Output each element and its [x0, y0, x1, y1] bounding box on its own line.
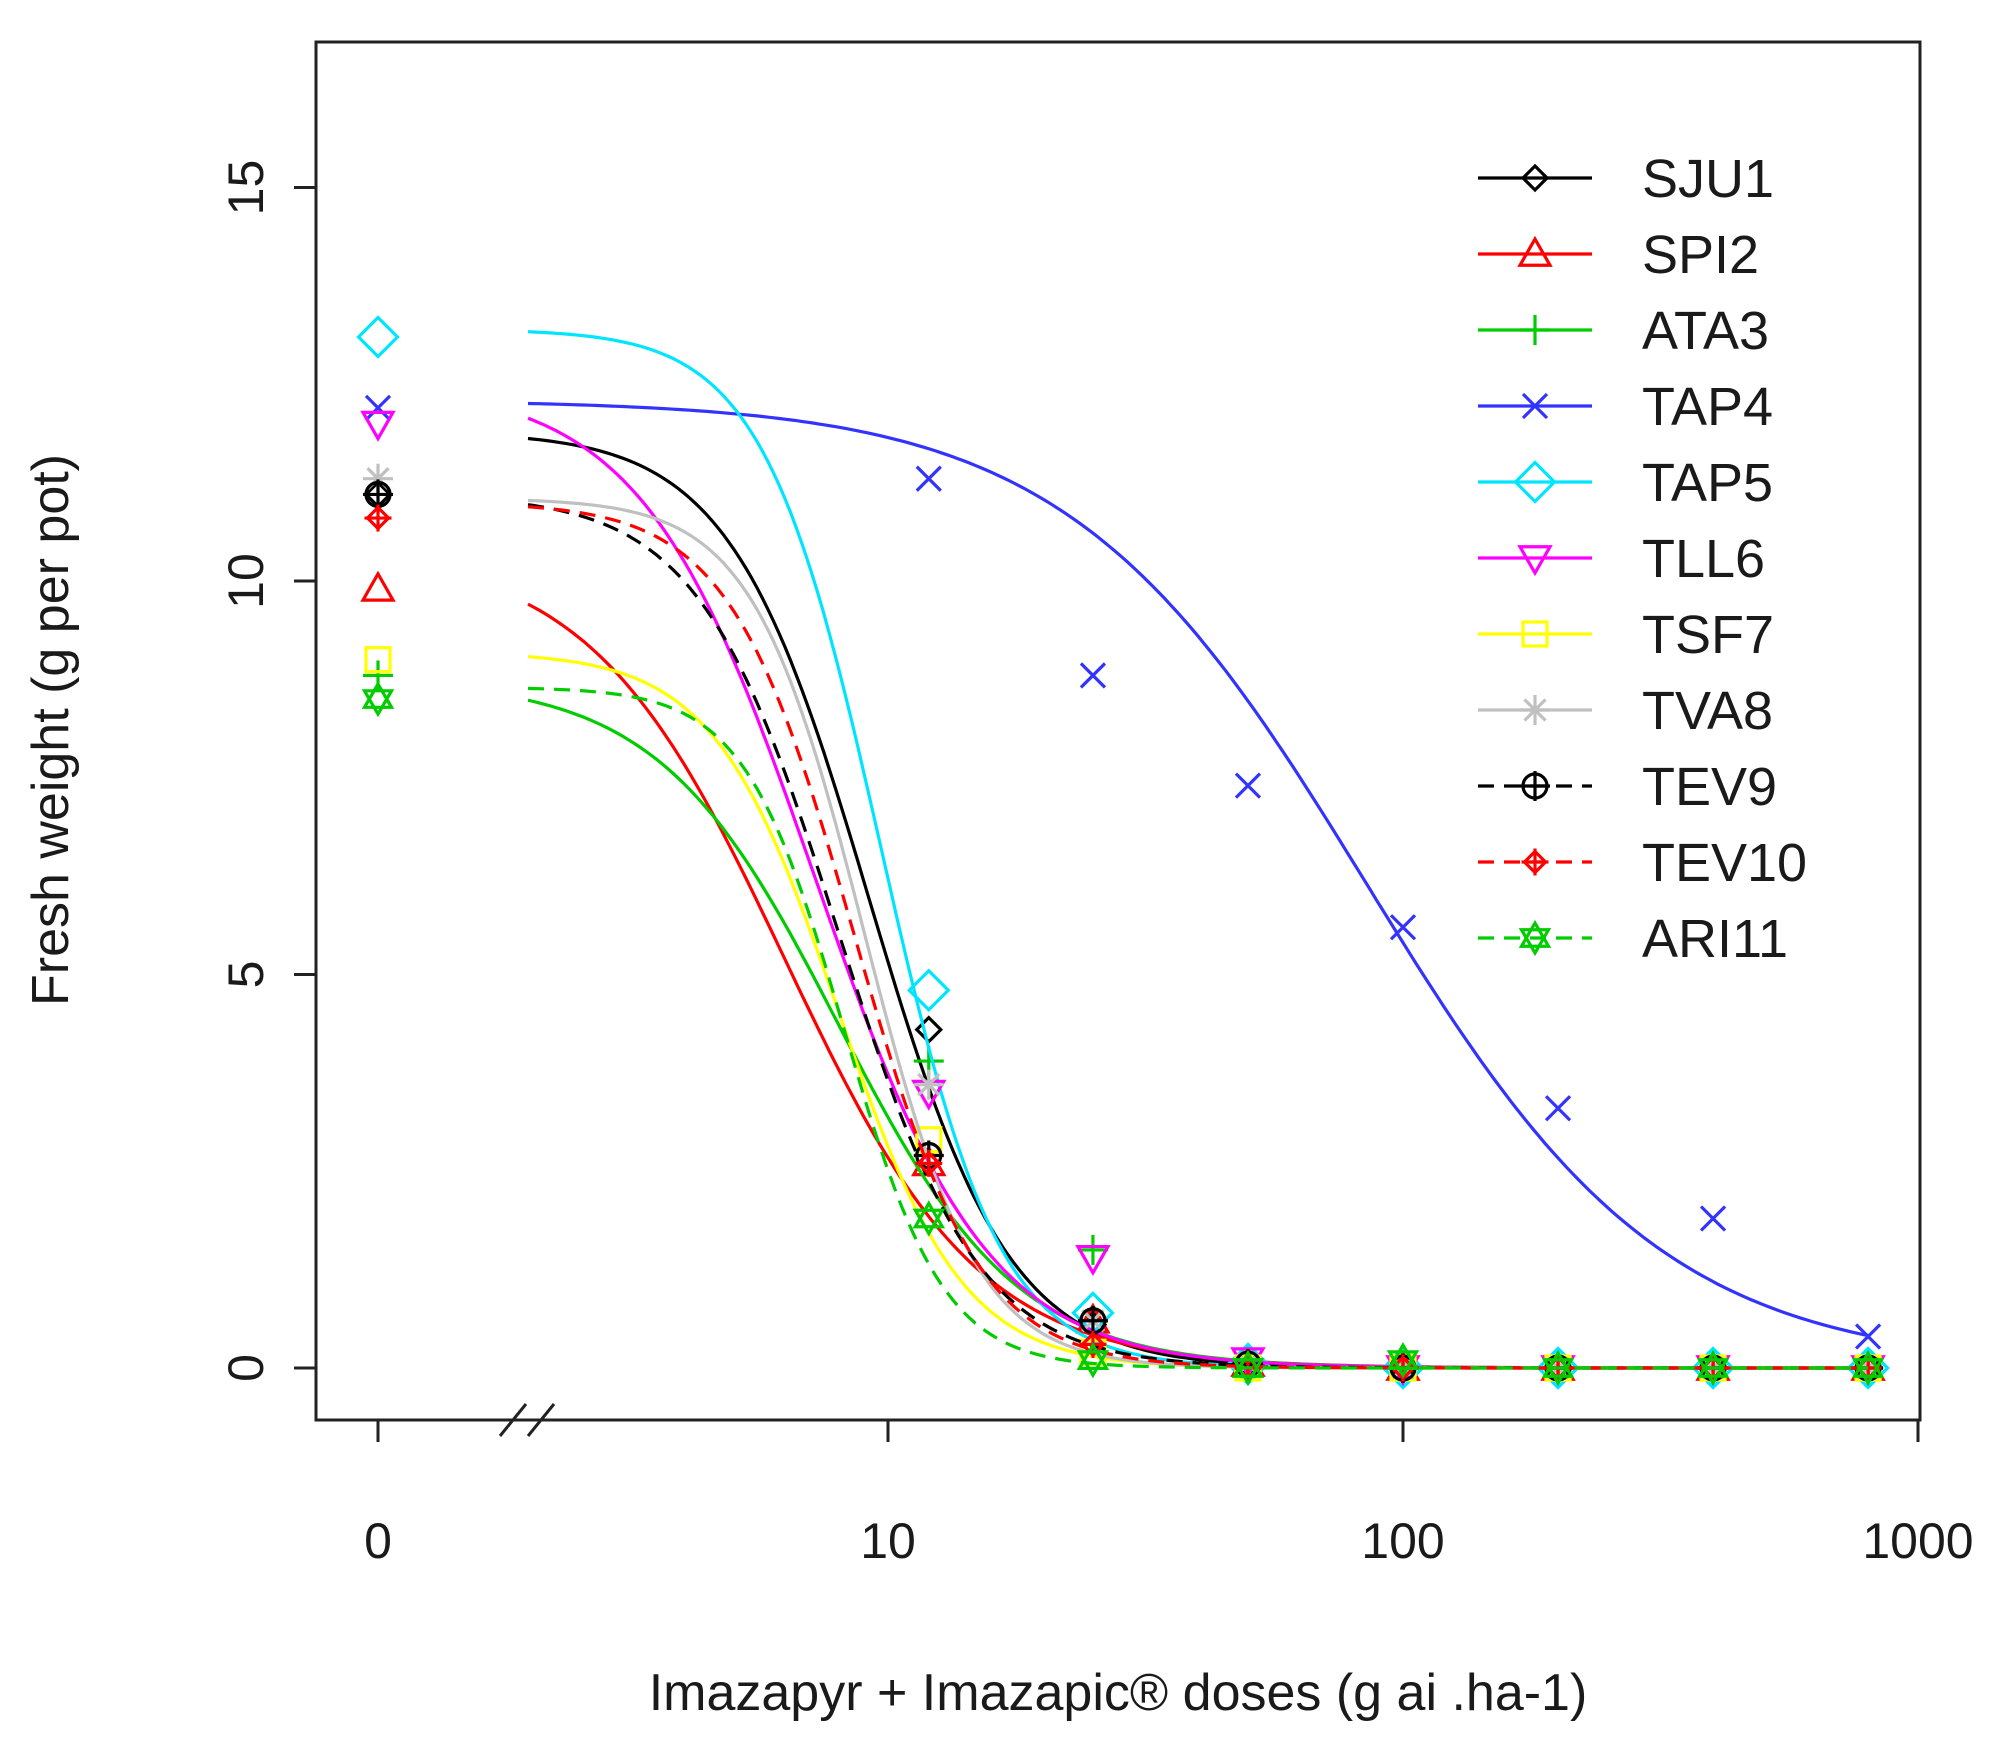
data-point	[915, 465, 942, 492]
series-ari11	[361, 680, 1885, 1387]
x-tick-label: 0	[364, 1513, 392, 1569]
plot-area	[356, 315, 1890, 1390]
legend-marker	[1520, 163, 1550, 193]
legend-marker	[1520, 695, 1550, 725]
legend-entry-sju1: SJU1	[1478, 149, 1774, 209]
axis-break-mark	[498, 1403, 528, 1437]
legend-entry-spi2: SPI2	[1478, 225, 1759, 285]
y-tick-label: 10	[218, 553, 274, 609]
x-tick-label: 100	[1361, 1513, 1444, 1569]
data-point	[1854, 1323, 1882, 1350]
legend-label: SPI2	[1642, 225, 1759, 285]
legend-entry-tll6: TLL6	[1478, 529, 1765, 589]
control-point	[364, 504, 392, 532]
legend-label: TEV9	[1642, 757, 1777, 817]
legend-label: TVA8	[1642, 681, 1773, 741]
legend-marker	[1517, 545, 1553, 577]
y-axis-title: Fresh weight (g per pot)	[22, 454, 80, 1006]
data-point	[915, 1149, 943, 1177]
legend-label: ATA3	[1642, 301, 1769, 361]
control-point	[364, 394, 392, 421]
axes: 0 10 100 1000 0 5 10 15	[218, 160, 1974, 1569]
control-point	[356, 315, 400, 359]
fitted-curve	[527, 686, 1869, 1370]
data-point	[1075, 1244, 1111, 1277]
fitted-curve	[527, 401, 1869, 1338]
legend-label: TEV10	[1642, 833, 1807, 893]
legend-entry-tev9: TEV9	[1478, 757, 1777, 817]
y-tick-label: 5	[218, 961, 274, 989]
legend-entry-ata3: ATA3	[1478, 301, 1769, 361]
control-point	[361, 680, 395, 718]
data-point	[1696, 1349, 1730, 1387]
x-axis-title: Imazapyr + Imazapic® doses (g ai .ha-1)	[649, 1664, 1588, 1722]
series-tap4	[364, 394, 1882, 1350]
data-point	[907, 968, 951, 1013]
legend-label: TSF7	[1642, 605, 1774, 665]
legend: SJU1 SPI2 ATA3 TAP4 TAP5 TLL6 TSF7 TVA8 TEV9 TEV1…	[1478, 149, 1807, 969]
legend-marker	[1521, 848, 1549, 876]
y-tick-label: 0	[218, 1354, 274, 1382]
data-point	[912, 1200, 946, 1237]
data-point	[1541, 1349, 1575, 1387]
legend-entry-ari11: ARI11	[1478, 909, 1788, 969]
data-point	[913, 1069, 944, 1100]
data-point	[1077, 1234, 1108, 1265]
legend-label: TAP5	[1642, 453, 1773, 513]
legend-label: SJU1	[1642, 149, 1774, 209]
data-point	[1544, 1095, 1572, 1122]
data-point	[1234, 772, 1262, 799]
legend-marker	[1518, 919, 1552, 957]
control-point	[364, 646, 392, 674]
data-point	[1231, 1349, 1265, 1387]
data-point	[1699, 1205, 1727, 1232]
legend-marker	[1517, 235, 1553, 267]
legend-marker	[1520, 315, 1550, 345]
legend-entry-tva8: TVA8	[1478, 681, 1773, 741]
legend-label: TLL6	[1642, 529, 1765, 589]
axis-break-mark	[526, 1403, 556, 1437]
y-tick-label: 15	[218, 160, 274, 216]
legend-marker	[1520, 771, 1550, 801]
x-tick-label: 1000	[1862, 1513, 1973, 1569]
data-point	[1851, 1349, 1885, 1387]
legend-entry-tap4: TAP4	[1478, 377, 1773, 437]
legend-entry-tsf7: TSF7	[1478, 605, 1774, 665]
data-point	[1389, 914, 1417, 941]
x-tick-label: 10	[860, 1513, 916, 1569]
legend-entry-tev10: TEV10	[1478, 833, 1807, 893]
fitted-curve	[527, 505, 1869, 1370]
legend-marker	[1513, 460, 1557, 504]
legend-entry-tap5: TAP5	[1478, 453, 1773, 513]
data-point	[1076, 1341, 1110, 1379]
legend-label: ARI11	[1642, 909, 1788, 969]
legend-marker	[1521, 392, 1549, 420]
legend-marker	[1521, 620, 1549, 648]
control-point	[360, 410, 396, 442]
data-point	[1230, 1347, 1266, 1379]
data-point	[1386, 1341, 1420, 1379]
data-point	[1079, 662, 1107, 689]
control-point	[360, 570, 396, 602]
legend-label: TAP4	[1642, 377, 1773, 437]
